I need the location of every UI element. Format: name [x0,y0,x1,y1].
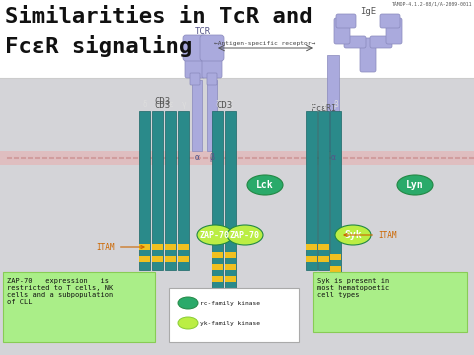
FancyBboxPatch shape [313,272,467,332]
Text: β: β [210,153,215,162]
Text: δ: δ [143,100,147,109]
Bar [0,78,474,355]
FancyBboxPatch shape [169,288,299,342]
FancyBboxPatch shape [185,52,205,78]
Bar [165,244,176,250]
Text: β: β [334,100,338,109]
Bar [226,252,237,258]
Bar [307,244,318,250]
Bar [139,256,151,262]
Bar [330,266,341,272]
Bar [153,244,164,250]
Bar [330,111,341,280]
FancyBboxPatch shape [344,36,366,48]
Bar [165,256,176,262]
Ellipse shape [247,175,283,195]
Bar [179,111,190,270]
Text: Lck: Lck [256,180,274,190]
Text: ζ: ζ [228,100,233,109]
FancyBboxPatch shape [370,36,392,48]
FancyBboxPatch shape [336,14,356,28]
Bar [0,0,474,78]
Bar [226,276,237,282]
Bar [327,55,339,151]
Text: ←Antigen-specific receptor→: ←Antigen-specific receptor→ [214,41,316,46]
Bar [226,111,237,290]
Text: yk-family kinase: yk-family kinase [200,321,260,326]
Text: Syk: Syk [344,230,362,240]
FancyBboxPatch shape [380,14,400,28]
Text: γ: γ [310,100,314,109]
Bar [319,256,329,262]
Text: ZAP-70: ZAP-70 [200,230,230,240]
Text: ζ: ζ [216,100,220,109]
Text: FcεRI: FcεRI [311,104,336,113]
Ellipse shape [397,175,433,195]
Text: Similarities in TcR and: Similarities in TcR and [5,7,313,27]
Bar [139,111,151,270]
Bar [139,244,151,250]
Text: ε: ε [155,100,160,109]
Text: rc-family kinase: rc-family kinase [200,300,260,306]
Bar [153,256,164,262]
Bar [179,244,190,250]
Bar [307,111,318,270]
Ellipse shape [197,225,233,245]
FancyBboxPatch shape [200,35,224,61]
Text: CD3: CD3 [154,97,170,106]
Bar [179,256,190,262]
Text: γ: γ [322,100,326,109]
FancyBboxPatch shape [386,18,402,44]
Text: ZAP-70: ZAP-70 [230,230,260,240]
Bar [212,111,224,290]
Text: α: α [194,153,200,162]
FancyBboxPatch shape [334,18,350,44]
Bar [319,244,329,250]
Bar [165,111,176,270]
Text: TÁMOP-4.1.2-08/1/A-2009-0011: TÁMOP-4.1.2-08/1/A-2009-0011 [392,1,472,6]
Text: ε: ε [169,100,173,109]
Ellipse shape [178,297,198,309]
Bar [153,111,164,270]
Ellipse shape [335,225,371,245]
Text: CD3: CD3 [154,101,170,110]
Text: FcεR signaling: FcεR signaling [5,35,192,57]
FancyBboxPatch shape [202,52,222,78]
Bar [212,264,224,270]
Text: CD3: CD3 [216,101,232,110]
Text: γ: γ [182,100,186,109]
Text: Syk is present in
most hematopoetic
cell types: Syk is present in most hematopoetic cell… [317,278,389,298]
Bar [226,264,237,270]
Bar [307,256,318,262]
Bar [212,252,224,258]
FancyBboxPatch shape [360,38,376,72]
FancyBboxPatch shape [190,73,200,85]
Text: IgE: IgE [360,7,376,16]
FancyBboxPatch shape [207,73,217,85]
Bar [192,80,202,151]
Text: α: α [330,153,336,162]
Text: ZAP-70   expression   is
restricted to T cells, NK
cells and a subpopulation
of : ZAP-70 expression is restricted to T cel… [7,278,113,305]
Ellipse shape [227,225,263,245]
Text: ITAM: ITAM [344,230,396,240]
FancyBboxPatch shape [183,35,207,61]
Bar [212,276,224,282]
Text: ITAM: ITAM [97,242,144,251]
Bar [207,80,217,151]
Bar [0,151,474,165]
Text: TCR: TCR [195,27,211,36]
Bar [330,254,341,260]
Text: Lyn: Lyn [406,180,424,190]
FancyBboxPatch shape [3,272,155,342]
Bar [319,111,329,270]
Ellipse shape [178,317,198,329]
